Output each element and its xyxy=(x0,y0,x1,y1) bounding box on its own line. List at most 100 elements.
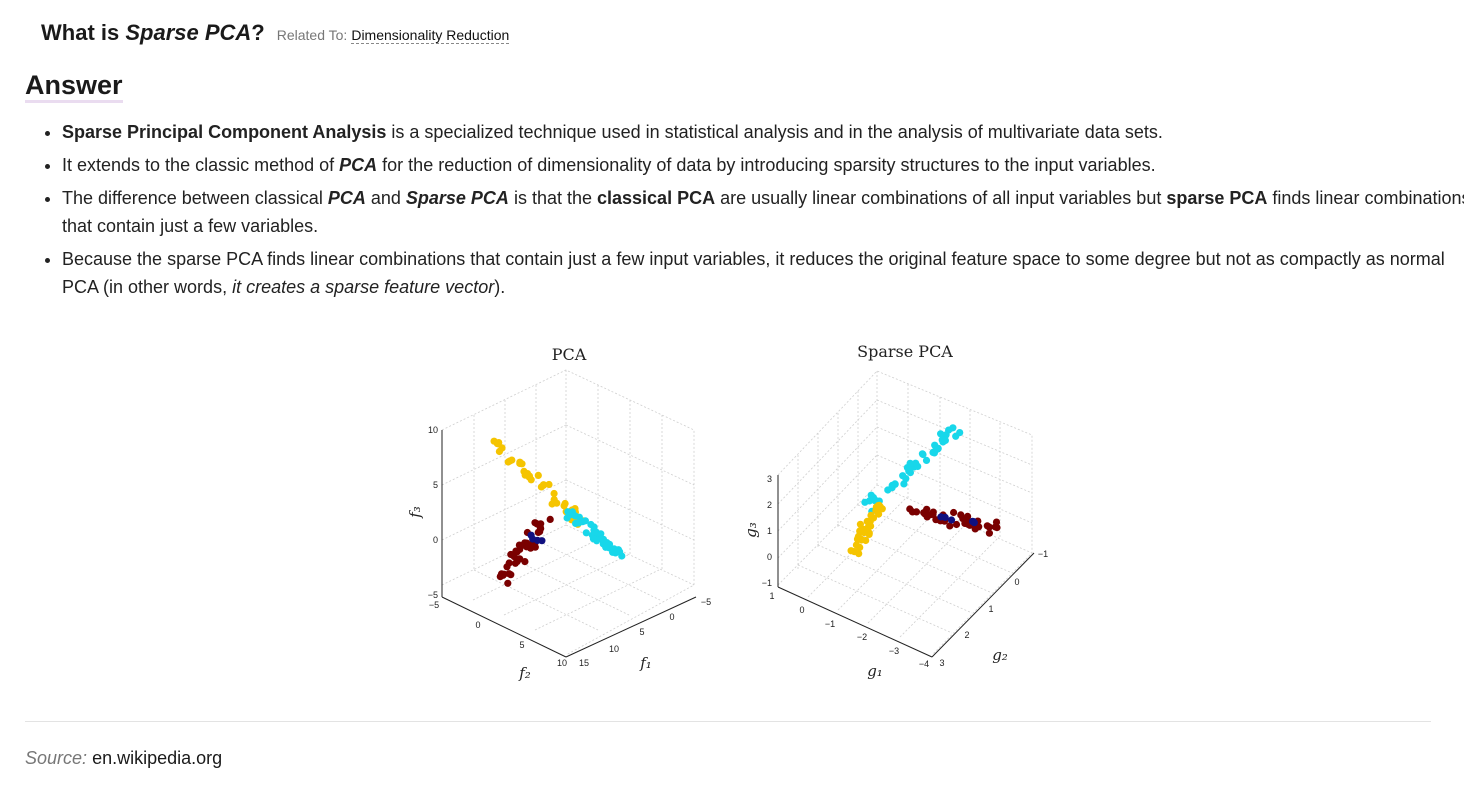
scatter-point xyxy=(854,532,862,541)
y-tick-label: 1 xyxy=(988,604,993,614)
z-tick-label: −5 xyxy=(428,590,438,600)
text-span: ). xyxy=(494,277,506,297)
text-span: Because the sparse PCA finds linear comb… xyxy=(62,249,1445,297)
scatter-point xyxy=(922,456,931,464)
grid-line xyxy=(867,522,968,624)
scatter-point xyxy=(504,579,512,587)
grid-line xyxy=(473,569,599,631)
scatter-point xyxy=(863,517,871,525)
bold-term: classical PCA xyxy=(597,188,716,208)
bold-term: Sparse Principal Component Analysis xyxy=(62,122,387,142)
divider xyxy=(25,721,1431,722)
text-span: are usually linear combinations of all i… xyxy=(715,188,1167,208)
text-span: is a specialized technique used in stati… xyxy=(386,122,1163,142)
scatter-point xyxy=(527,476,535,484)
scatter-point xyxy=(508,456,516,464)
grid-line xyxy=(876,399,1033,466)
z-axis-label: g₃ xyxy=(742,522,760,538)
scatter-point xyxy=(927,510,935,519)
scatter-point xyxy=(510,553,518,561)
z-tick-label: 2 xyxy=(767,500,772,510)
scatter-point xyxy=(597,530,605,538)
z-tick-label: 1 xyxy=(767,526,772,536)
grid-line xyxy=(441,424,567,486)
x-tick-label: −1 xyxy=(825,619,835,629)
x-tick-label: 10 xyxy=(557,658,567,668)
scatter-point xyxy=(861,498,869,506)
x-tick-label: −3 xyxy=(889,646,899,656)
scatter-point xyxy=(971,525,979,533)
related-link[interactable]: Dimensionality Reduction xyxy=(351,27,510,44)
scatter-point xyxy=(496,573,504,581)
y-tick-label: −5 xyxy=(701,597,711,607)
italic-phrase: it creates a sparse feature vector xyxy=(232,277,495,297)
grid-line xyxy=(876,426,1033,494)
scatter-point xyxy=(589,535,597,543)
scatter-point xyxy=(529,535,537,543)
y-axis xyxy=(565,596,697,658)
source-value: en.wikipedia.org xyxy=(92,748,223,768)
bold-term: sparse PCA xyxy=(1166,188,1268,208)
scatter-point xyxy=(521,471,529,479)
scatter-point xyxy=(553,499,561,507)
scatter-point xyxy=(938,436,946,444)
title-suffix: ? xyxy=(251,20,265,45)
scatter-point xyxy=(871,496,880,504)
list-item: It extends to the classic method of PCA … xyxy=(62,151,1464,179)
y-axis-label: f₁ xyxy=(639,654,652,672)
list-item: The difference between classical PCA and… xyxy=(62,184,1464,240)
scatter-point xyxy=(852,541,860,549)
scatter-point xyxy=(906,505,914,513)
z-tick-label: 0 xyxy=(433,535,438,545)
x-tick-label: 0 xyxy=(799,605,804,615)
scatter-point xyxy=(945,426,953,434)
title-term: Sparse PCA xyxy=(125,20,252,45)
grid-line xyxy=(899,536,1000,638)
x-tick-label: 1 xyxy=(769,591,774,601)
scatter-point xyxy=(937,430,945,438)
grid-line xyxy=(797,564,953,634)
scatter-point xyxy=(511,559,519,567)
y-axis xyxy=(931,552,1035,658)
scatter-point xyxy=(523,542,531,550)
scatter-point xyxy=(906,459,914,467)
grid-line xyxy=(565,479,695,541)
bold-italic-term: PCA xyxy=(339,155,378,175)
scatter-point xyxy=(534,471,542,479)
grid-line xyxy=(565,524,695,586)
z-tick-label: 0 xyxy=(767,552,772,562)
scatter-point xyxy=(516,545,524,553)
text-span: The difference between classical xyxy=(62,188,328,208)
scatter-point xyxy=(564,508,572,516)
sparse-pca-plot: Sparse PCA xyxy=(742,342,1048,680)
x-axis-label: g₁ xyxy=(867,662,883,680)
figure-svg: PCA xyxy=(406,342,1048,682)
scatter-point xyxy=(490,437,498,445)
scatter-point xyxy=(985,523,993,531)
question-title: What is Sparse PCA? xyxy=(41,20,265,46)
grid-line xyxy=(777,370,1033,656)
scatter-point xyxy=(537,483,545,491)
grid-line xyxy=(876,454,1033,524)
scatter-point xyxy=(919,450,927,459)
scatter-point xyxy=(891,480,899,488)
scatter-point xyxy=(921,510,929,518)
scatter-point xyxy=(505,570,513,578)
text-span: and xyxy=(365,188,406,208)
scatter-point xyxy=(862,536,870,545)
scatter-point xyxy=(521,558,529,566)
x-tick-label: −2 xyxy=(857,632,867,642)
grid-line xyxy=(837,509,938,611)
grid-line xyxy=(777,426,878,532)
question-header: What is Sparse PCA? Related To: Dimension… xyxy=(41,20,510,46)
scatter-point xyxy=(581,517,589,525)
grid-line xyxy=(777,484,878,586)
scatter-point xyxy=(875,501,883,509)
related-label: Related To: xyxy=(276,27,348,43)
text-span: for the reduction of dimensionality of d… xyxy=(377,155,1156,175)
grid-line xyxy=(504,554,630,616)
y-tick-label: 0 xyxy=(669,612,674,622)
y-tick-label: 2 xyxy=(964,630,969,640)
x-tick-label: 5 xyxy=(519,640,524,650)
y-tick-label: 15 xyxy=(579,658,589,668)
